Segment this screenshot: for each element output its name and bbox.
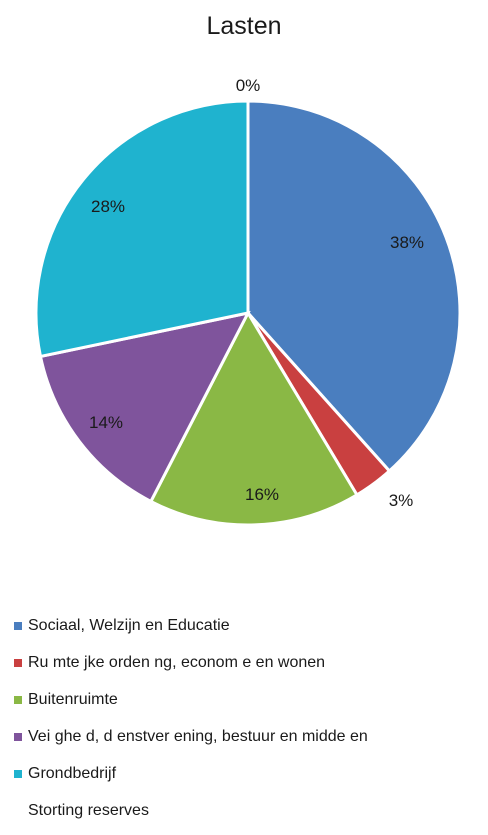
legend-swatch	[14, 732, 22, 741]
data-label-4: 14%	[89, 413, 123, 432]
legend-item: Ru mte jke orden ng, econom e en wonen	[14, 650, 368, 675]
data-label-5: 28%	[91, 197, 125, 216]
pie-slice-5	[34, 99, 250, 359]
legend-item: Buitenruimte	[14, 687, 368, 712]
legend-label: Ru mte jke orden ng, econom e en wonen	[28, 653, 326, 671]
pie-slice-1	[246, 99, 462, 474]
legend-item: Storting reserves	[14, 798, 368, 823]
legend-label: Buitenruimte	[28, 690, 118, 708]
legend-label: Sociaal, Welzijn en Educatie	[28, 616, 230, 634]
legend-item: Grondbedrijf	[14, 761, 368, 786]
pie-slice-3	[148, 309, 359, 527]
legend-swatch	[14, 658, 22, 667]
legend-item: Sociaal, Welzijn en Educatie	[14, 613, 368, 638]
legend-label: Storting reserves	[28, 801, 149, 819]
data-label-6: 0%	[236, 76, 261, 95]
chart-title: Lasten	[206, 12, 282, 40]
legend-swatch	[14, 695, 22, 704]
legend: Sociaal, Welzijn en Educatie Ru mte jke o…	[14, 613, 368, 835]
pie-slice-4	[38, 310, 251, 504]
legend-label: Grondbedrijf	[28, 764, 117, 782]
pie-chart: 38% 3% 16% 14% 28% 0%	[34, 76, 462, 527]
legend-swatch	[14, 769, 22, 778]
legend-label: Vei ghe d, d enstver ening, bestuur en m…	[28, 727, 368, 745]
data-label-3: 16%	[245, 485, 279, 504]
legend-item: Vei ghe d, d enstver ening, bestuur en m…	[14, 724, 368, 749]
legend-swatch	[14, 621, 22, 630]
data-label-2: 3%	[389, 491, 414, 510]
legend-swatch	[14, 807, 22, 815]
data-label-1: 38%	[390, 233, 424, 252]
